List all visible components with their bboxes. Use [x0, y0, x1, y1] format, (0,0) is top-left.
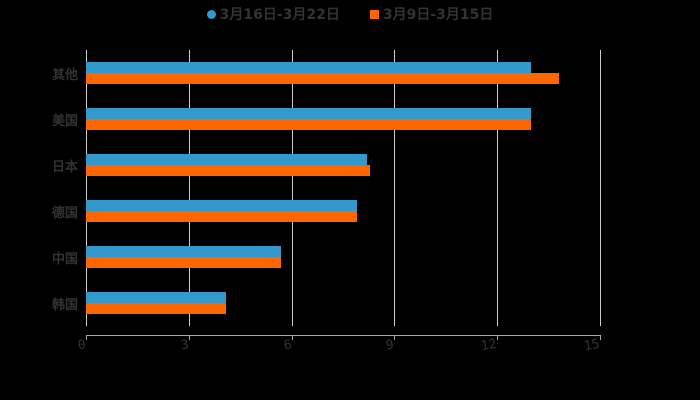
x-axis-line [86, 335, 600, 336]
bar-previous-week[interactable] [86, 165, 371, 176]
legend-square-icon [369, 9, 379, 19]
bar-current-week[interactable] [86, 62, 532, 73]
legend-label: 3月9日-3月15日 [382, 7, 494, 23]
bar-current-week[interactable] [86, 246, 282, 257]
category-label: 中国 [51, 252, 78, 267]
legend-circle-icon [206, 9, 216, 19]
bar-current-week[interactable] [86, 154, 367, 165]
legend: 3月16日-3月22日 3月9日-3月15日 [0, 4, 700, 24]
x-tick [497, 335, 499, 340]
x-tick [86, 335, 87, 340]
category-label: 其他 [51, 68, 78, 83]
legend-label: 3月16日-3月22日 [219, 7, 340, 23]
gridline [600, 50, 601, 326]
y-axis-line [86, 50, 87, 326]
bar-current-week[interactable] [86, 200, 357, 211]
gridline [188, 50, 190, 326]
category-label: 日本 [51, 160, 78, 175]
bar-current-week[interactable] [86, 292, 227, 303]
legend-item-series-2[interactable]: 3月9日-3月15日 [369, 4, 494, 24]
bar-previous-week[interactable] [86, 211, 357, 222]
bar-previous-week[interactable] [86, 119, 532, 130]
legend-item-series-1[interactable]: 3月16日-3月22日 [206, 4, 340, 24]
x-tick [600, 335, 601, 340]
x-tick-label: 15 [582, 336, 601, 355]
category-label: 德国 [51, 206, 78, 221]
category-label: 美国 [51, 114, 78, 129]
gridline [394, 50, 396, 326]
x-tick [291, 335, 293, 340]
bar-current-week[interactable] [86, 108, 532, 119]
category-label: 韩国 [51, 298, 78, 313]
bar-previous-week[interactable] [86, 257, 282, 268]
gridline [291, 50, 293, 326]
bar-previous-week[interactable] [86, 303, 227, 314]
x-tick-label: 12 [480, 336, 499, 355]
bar-previous-week[interactable] [86, 73, 559, 84]
x-tick [188, 335, 190, 340]
x-tick [394, 335, 396, 340]
gridline [497, 50, 499, 326]
